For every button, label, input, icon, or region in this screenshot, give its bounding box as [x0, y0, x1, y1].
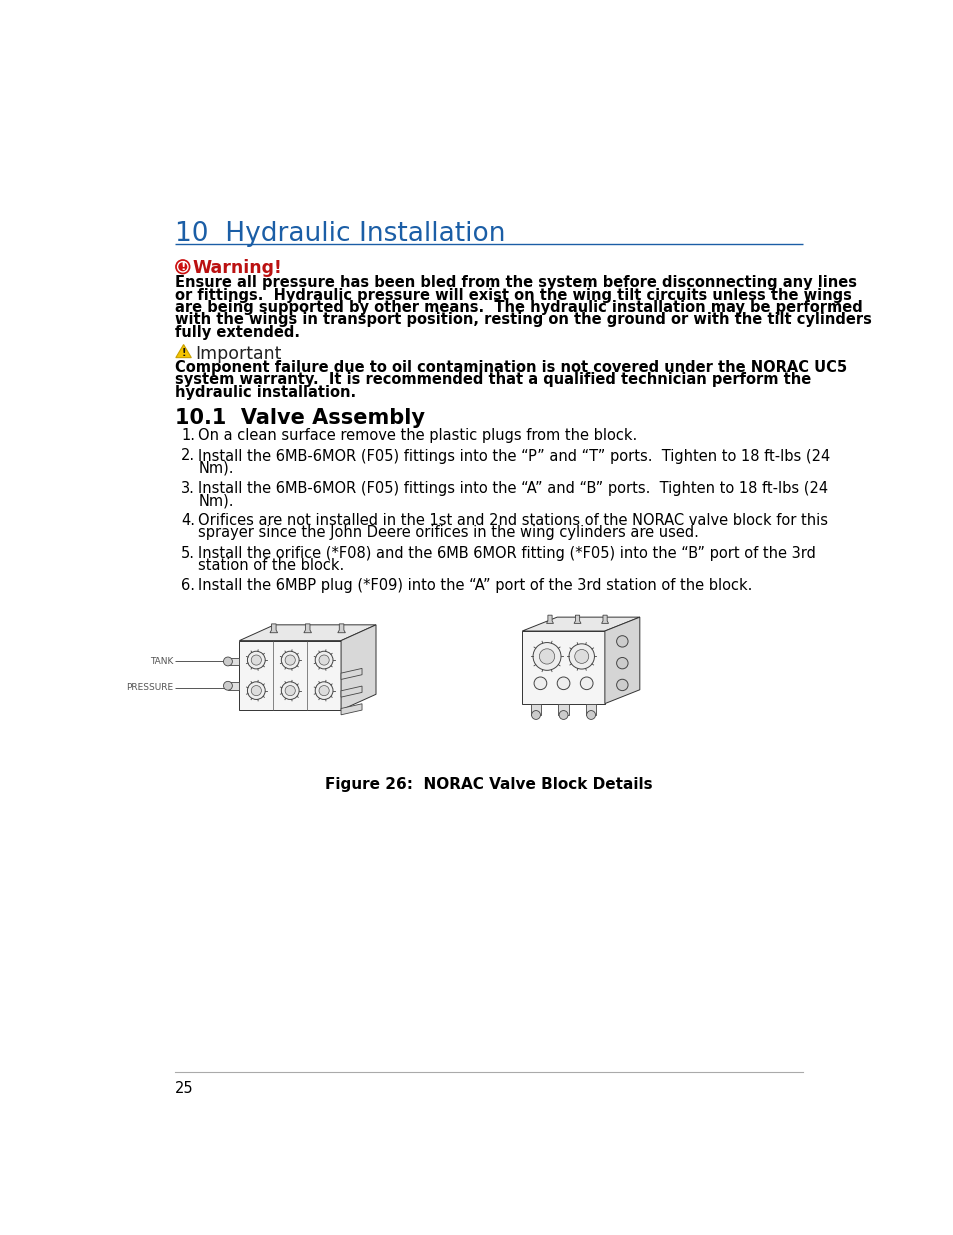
Circle shape: [586, 710, 595, 720]
Circle shape: [574, 650, 588, 663]
Text: are being supported by other means.  The hydraulic installation may be performed: are being supported by other means. The …: [174, 300, 862, 315]
Circle shape: [533, 642, 560, 671]
Text: system warranty.  It is recommended that a qualified technician perform the: system warranty. It is recommended that …: [174, 372, 810, 388]
Text: station of the block.: station of the block.: [198, 558, 344, 573]
Circle shape: [285, 685, 295, 695]
Circle shape: [616, 679, 627, 690]
Polygon shape: [546, 615, 553, 624]
Text: Component failure due to oil contamination is not covered under the NORAC UC5: Component failure due to oil contaminati…: [174, 359, 846, 375]
Text: Figure 26:  NORAC Valve Block Details: Figure 26: NORAC Valve Block Details: [325, 777, 652, 793]
Polygon shape: [341, 687, 361, 697]
Polygon shape: [521, 631, 604, 704]
Text: with the wings in transport position, resting on the ground or with the tilt cyl: with the wings in transport position, re…: [174, 312, 871, 327]
Text: Install the 6MBP plug (*F09) into the “A” port of the 3rd station of the block.: Install the 6MBP plug (*F09) into the “A…: [198, 578, 752, 593]
Circle shape: [616, 657, 627, 669]
Text: !: !: [180, 261, 185, 273]
Text: 10.1  Valve Assembly: 10.1 Valve Assembly: [174, 408, 425, 427]
Polygon shape: [341, 625, 375, 710]
Text: 25: 25: [174, 1082, 193, 1097]
Polygon shape: [175, 345, 192, 358]
Circle shape: [534, 677, 546, 689]
Circle shape: [247, 682, 265, 699]
Circle shape: [579, 677, 593, 689]
Polygon shape: [239, 641, 341, 710]
Text: Nm).: Nm).: [198, 493, 233, 508]
Polygon shape: [228, 658, 239, 666]
Text: sprayer since the John Deere orifices in the wing cylinders are used.: sprayer since the John Deere orifices in…: [198, 526, 699, 541]
Text: !: !: [181, 348, 186, 358]
Circle shape: [175, 259, 190, 274]
Circle shape: [557, 677, 569, 689]
Polygon shape: [574, 615, 580, 624]
Text: TANK: TANK: [150, 657, 173, 666]
Text: hydraulic installation.: hydraulic installation.: [174, 384, 355, 400]
Text: or fittings.  Hydraulic pressure will exist on the wing tilt circuits unless the: or fittings. Hydraulic pressure will exi…: [174, 288, 851, 303]
Circle shape: [247, 651, 265, 669]
Polygon shape: [304, 624, 312, 632]
Circle shape: [616, 636, 627, 647]
Circle shape: [285, 655, 295, 666]
Circle shape: [538, 648, 554, 664]
Text: fully extended.: fully extended.: [174, 325, 300, 340]
Text: Ensure all pressure has been bled from the system before disconnecting any lines: Ensure all pressure has been bled from t…: [174, 275, 856, 290]
Polygon shape: [341, 668, 361, 679]
Polygon shape: [228, 682, 239, 689]
Polygon shape: [270, 624, 277, 632]
Polygon shape: [585, 704, 596, 715]
Polygon shape: [341, 704, 361, 715]
Polygon shape: [604, 618, 639, 704]
Circle shape: [314, 682, 333, 699]
Circle shape: [251, 655, 261, 666]
Circle shape: [318, 685, 329, 695]
Text: Install the 6MB-6MOR (F05) fittings into the “P” and “T” ports.  Tighten to 18 f: Install the 6MB-6MOR (F05) fittings into…: [198, 448, 830, 463]
Text: 6.: 6.: [181, 578, 195, 593]
Text: 10  Hydraulic Installation: 10 Hydraulic Installation: [174, 221, 505, 247]
Circle shape: [558, 710, 567, 720]
Text: 3.: 3.: [181, 480, 195, 495]
Text: Install the orifice (*F08) and the 6MB 6MOR fitting (*F05) into the “B” port of : Install the orifice (*F08) and the 6MB 6…: [198, 546, 816, 561]
Circle shape: [314, 651, 333, 669]
Text: 5.: 5.: [181, 546, 195, 561]
Circle shape: [318, 655, 329, 666]
Text: 4.: 4.: [181, 514, 195, 529]
Polygon shape: [337, 624, 345, 632]
Text: PRESSURE: PRESSURE: [126, 683, 173, 693]
Text: Warning!: Warning!: [193, 259, 282, 277]
Text: Important: Important: [195, 345, 281, 363]
Polygon shape: [601, 615, 608, 624]
Text: On a clean surface remove the plastic plugs from the block.: On a clean surface remove the plastic pl…: [198, 429, 637, 443]
Text: Install the 6MB-6MOR (F05) fittings into the “A” and “B” ports.  Tighten to 18 f: Install the 6MB-6MOR (F05) fittings into…: [198, 480, 827, 495]
Text: Orifices are not installed in the 1st and 2nd stations of the NORAC valve block : Orifices are not installed in the 1st an…: [198, 514, 827, 529]
Text: Nm).: Nm).: [198, 461, 233, 475]
Circle shape: [568, 643, 594, 669]
Text: 1.: 1.: [181, 429, 195, 443]
Circle shape: [281, 651, 299, 669]
Circle shape: [223, 657, 233, 666]
Polygon shape: [521, 618, 639, 631]
Circle shape: [251, 685, 261, 695]
Text: 2.: 2.: [181, 448, 195, 463]
Polygon shape: [558, 704, 568, 715]
Polygon shape: [239, 625, 375, 641]
Circle shape: [223, 682, 233, 690]
Circle shape: [531, 710, 540, 720]
Polygon shape: [531, 704, 540, 715]
Circle shape: [281, 682, 299, 699]
